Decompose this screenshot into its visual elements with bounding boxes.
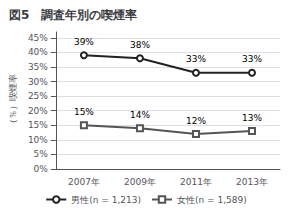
svg-text:40%: 40% xyxy=(28,47,48,57)
svg-text:38%: 38% xyxy=(130,40,150,50)
svg-text:33%: 33% xyxy=(186,54,206,64)
svg-text:14%: 14% xyxy=(130,110,150,120)
svg-text:15%: 15% xyxy=(74,107,94,117)
svg-text:12%: 12% xyxy=(186,116,206,126)
svg-text:35%: 35% xyxy=(28,62,48,72)
svg-text:図5 調査年別の喫煙率: 図5 調査年別の喫煙率 xyxy=(9,8,137,22)
svg-text:女性(n = 1,589): 女性(n = 1,589) xyxy=(177,195,247,205)
svg-text:男性(n = 1,213): 男性(n = 1,213) xyxy=(71,195,141,205)
svg-text:25%: 25% xyxy=(28,91,48,101)
svg-text:13%: 13% xyxy=(242,113,262,123)
svg-text:（％）喫煙率: （％）喫煙率 xyxy=(8,74,18,128)
svg-text:15%: 15% xyxy=(28,120,48,130)
svg-text:39%: 39% xyxy=(74,37,94,47)
svg-text:10%: 10% xyxy=(28,135,48,145)
svg-text:2011年: 2011年 xyxy=(180,177,212,187)
svg-text:2007年: 2007年 xyxy=(68,177,100,187)
svg-text:20%: 20% xyxy=(28,106,48,116)
svg-text:33%: 33% xyxy=(242,54,262,64)
svg-text:2013年: 2013年 xyxy=(236,177,268,187)
svg-text:2009年: 2009年 xyxy=(124,177,156,187)
svg-text:30%: 30% xyxy=(28,77,48,87)
svg-text:45%: 45% xyxy=(28,33,48,43)
svg-text:5%: 5% xyxy=(34,149,49,159)
svg-text:0%: 0% xyxy=(34,164,49,174)
